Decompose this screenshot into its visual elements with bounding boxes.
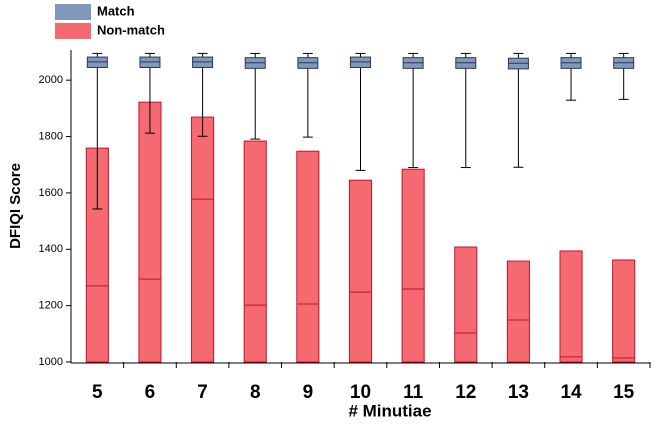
y-axis-label: DFIQI Score bbox=[7, 163, 24, 249]
x-tick-label: 8 bbox=[250, 382, 261, 403]
y-tick-label: 1200 bbox=[39, 300, 63, 312]
x-axis-label: # Minutiae bbox=[348, 401, 431, 420]
x-tick-label: 11 bbox=[403, 382, 424, 403]
legend-label: Match bbox=[97, 3, 135, 18]
y-tick-label: 1400 bbox=[39, 243, 63, 255]
x-tick-label: 12 bbox=[455, 382, 476, 403]
x-tick-label: 5 bbox=[92, 382, 103, 403]
box bbox=[243, 140, 267, 363]
box bbox=[612, 259, 636, 363]
box bbox=[191, 116, 215, 363]
box bbox=[454, 246, 478, 363]
box bbox=[559, 250, 583, 363]
box bbox=[348, 179, 373, 363]
legend-swatch bbox=[55, 23, 91, 39]
box bbox=[138, 101, 162, 363]
y-tick-label: 2000 bbox=[39, 74, 63, 86]
legend-label: Non-match bbox=[97, 22, 165, 37]
x-tick-label: 15 bbox=[613, 382, 635, 403]
box bbox=[506, 260, 530, 363]
x-tick-label: 13 bbox=[508, 382, 529, 403]
box bbox=[401, 168, 425, 363]
x-tick-label: 14 bbox=[560, 382, 582, 403]
x-tick-label: 10 bbox=[350, 382, 371, 403]
legend-swatch bbox=[55, 4, 91, 20]
x-tick-label: 7 bbox=[197, 382, 208, 403]
y-tick-label: 1800 bbox=[39, 130, 63, 142]
x-tick-label: 6 bbox=[145, 382, 156, 403]
x-tick-label: 9 bbox=[303, 382, 314, 403]
y-tick-label: 1000 bbox=[39, 356, 63, 368]
y-tick-label: 1600 bbox=[39, 187, 63, 199]
box bbox=[296, 150, 320, 363]
